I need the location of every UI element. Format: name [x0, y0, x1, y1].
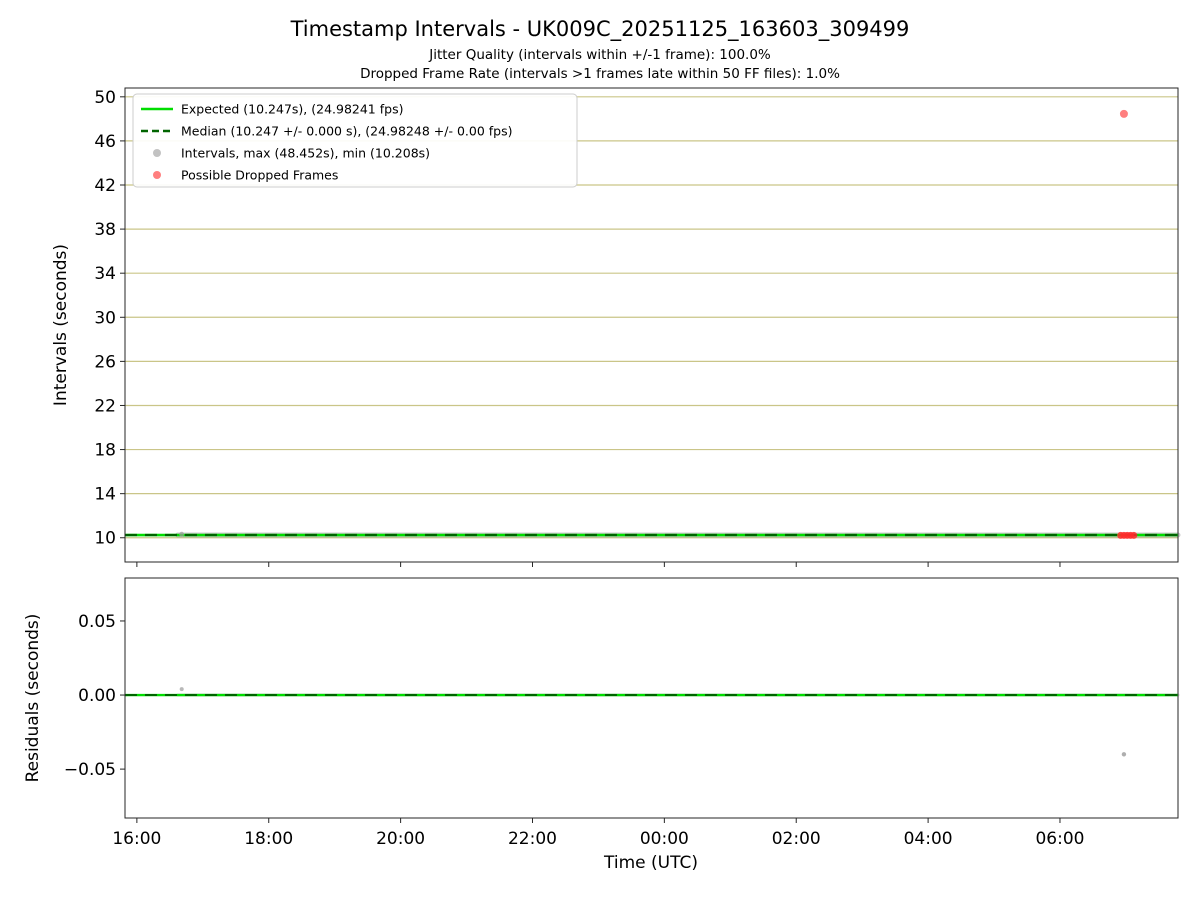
legend-item-label: Median (10.247 +/- 0.000 s), (24.98248 +…	[181, 124, 512, 139]
legend-item-label: Expected (10.247s), (24.98241 fps)	[181, 102, 403, 117]
residual-start-marker	[179, 687, 184, 692]
y-tick-label: 14	[94, 485, 116, 505]
y-tick-label: 34	[94, 264, 116, 284]
y-tick-label: −0.05	[64, 760, 116, 780]
x-tick-label: 16:00	[112, 829, 161, 849]
dropped-frame-cluster-point	[1130, 531, 1138, 539]
interval-start-marker	[179, 531, 185, 537]
legend: Expected (10.247s), (24.98241 fps) Median…	[132, 93, 578, 188]
y-tick-label: 42	[94, 176, 116, 196]
chart-title: Timestamp Intervals - UK009C_20251125_16…	[290, 17, 910, 42]
intervals-ylabel: Intervals (seconds)	[51, 244, 71, 406]
dropped-frame-outlier	[1119, 109, 1128, 118]
y-tick-label: 18	[94, 441, 116, 461]
axes-frame	[124, 577, 1179, 819]
legend-item-label: Possible Dropped Frames	[181, 168, 338, 183]
y-tick-label: 46	[94, 132, 116, 152]
legend-dropped-dot-glyph	[153, 171, 161, 179]
x-tick-label: 02:00	[772, 829, 821, 849]
y-tick-label: 26	[94, 352, 116, 372]
x-tick-label: 20:00	[376, 829, 425, 849]
residuals-plot: −0.05 0.00 0.05 16:00 18:00 20:00 22:00 00:00 02…	[64, 577, 1180, 849]
legend-item-label: Intervals, max (48.452s), min (10.208s)	[181, 146, 430, 161]
y-tick-label: 22	[94, 396, 116, 416]
y-tick-label: 50	[94, 88, 116, 108]
y-tick-label: 0.00	[78, 686, 116, 706]
y-tick-label: 0.05	[78, 612, 116, 632]
legend-box	[132, 93, 578, 188]
x-tick-label: 18:00	[244, 829, 293, 849]
y-tick-label: 38	[94, 220, 116, 240]
x-tick-label: 00:00	[640, 829, 689, 849]
residual-outlier	[1121, 752, 1127, 757]
jitter-quality-subtitle: Jitter Quality (intervals within +/-1 fr…	[428, 47, 771, 63]
residuals-ylabel: Residuals (seconds)	[23, 614, 43, 783]
x-tick-label: 06:00	[1035, 829, 1084, 849]
time-axis-label: Time (UTC)	[603, 853, 698, 873]
dropped-frame-rate-subtitle: Dropped Frame Rate (intervals >1 frames …	[360, 66, 840, 82]
y-tick-label: 30	[94, 308, 116, 328]
legend-intervals-dot-glyph	[153, 149, 161, 157]
axes-frame	[124, 87, 1179, 563]
x-tick-label: 04:00	[904, 829, 953, 849]
x-tick-label: 22:00	[508, 829, 557, 849]
y-tick-label: 10	[94, 529, 116, 549]
